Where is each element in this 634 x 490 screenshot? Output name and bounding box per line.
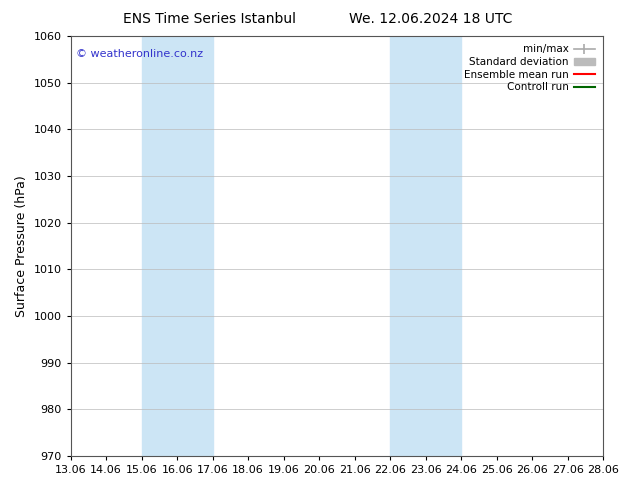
Bar xyxy=(141,36,212,456)
Y-axis label: Surface Pressure (hPa): Surface Pressure (hPa) xyxy=(15,175,28,317)
Text: ENS Time Series Istanbul: ENS Time Series Istanbul xyxy=(123,12,295,26)
Text: © weatheronline.co.nz: © weatheronline.co.nz xyxy=(76,49,203,59)
Legend: min/max, Standard deviation, Ensemble mean run, Controll run: min/max, Standard deviation, Ensemble me… xyxy=(461,41,598,96)
Text: We. 12.06.2024 18 UTC: We. 12.06.2024 18 UTC xyxy=(349,12,513,26)
Bar xyxy=(390,36,461,456)
